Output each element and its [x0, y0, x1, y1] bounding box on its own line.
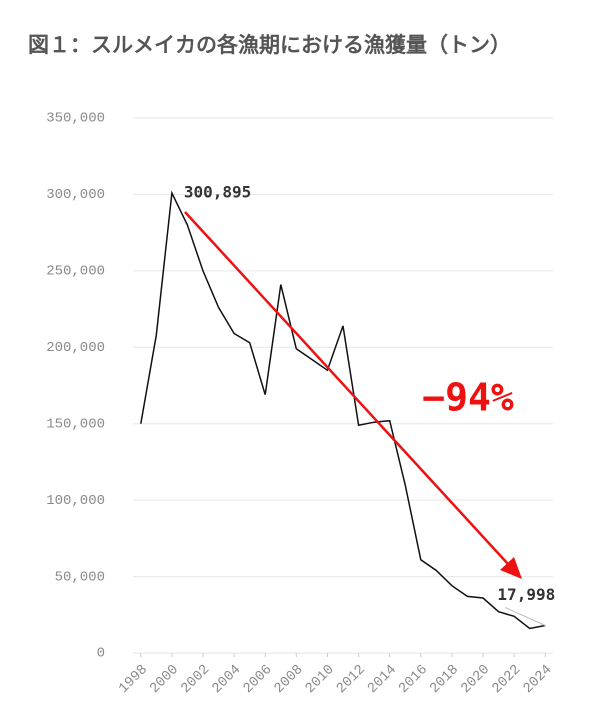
chart-title: 図１：スルメイカの各漁期における漁獲量（トン） — [28, 33, 511, 57]
x-tick-label: 2004 — [209, 662, 244, 697]
arrow-head — [500, 557, 522, 579]
value-label: 300,895 — [184, 183, 251, 202]
y-tick-label: 50,000 — [55, 569, 105, 585]
y-tick-label: 150,000 — [46, 416, 105, 432]
x-tick-label: 2010 — [303, 662, 338, 697]
leader-line — [505, 607, 546, 626]
x-tick-label: 1998 — [116, 662, 151, 697]
x-tick-label: 2008 — [271, 662, 306, 697]
x-tick-label: 2022 — [489, 662, 524, 697]
y-tick-label: 0 — [97, 646, 105, 662]
x-tick-label: 2006 — [240, 662, 275, 697]
x-tick-label: 2016 — [396, 662, 431, 697]
y-tick-label: 250,000 — [46, 264, 105, 280]
annotation: −94% — [422, 376, 514, 420]
y-tick-label: 200,000 — [46, 340, 105, 356]
value-label: 17,998 — [497, 585, 555, 604]
x-tick-label: 2018 — [427, 662, 462, 697]
x-tick-label: 2012 — [334, 662, 369, 697]
x-tick-label: 2024 — [520, 662, 555, 697]
x-tick-label: 2002 — [178, 662, 213, 697]
trend-arrow — [184, 211, 509, 565]
y-tick-label: 350,000 — [46, 111, 105, 127]
x-tick-label: 2014 — [365, 662, 400, 697]
y-tick-label: 100,000 — [46, 493, 105, 509]
y-tick-label: 300,000 — [46, 187, 105, 203]
x-tick-label: 2000 — [147, 662, 182, 697]
x-tick-label: 2020 — [458, 662, 493, 697]
line-series — [140, 190, 546, 630]
